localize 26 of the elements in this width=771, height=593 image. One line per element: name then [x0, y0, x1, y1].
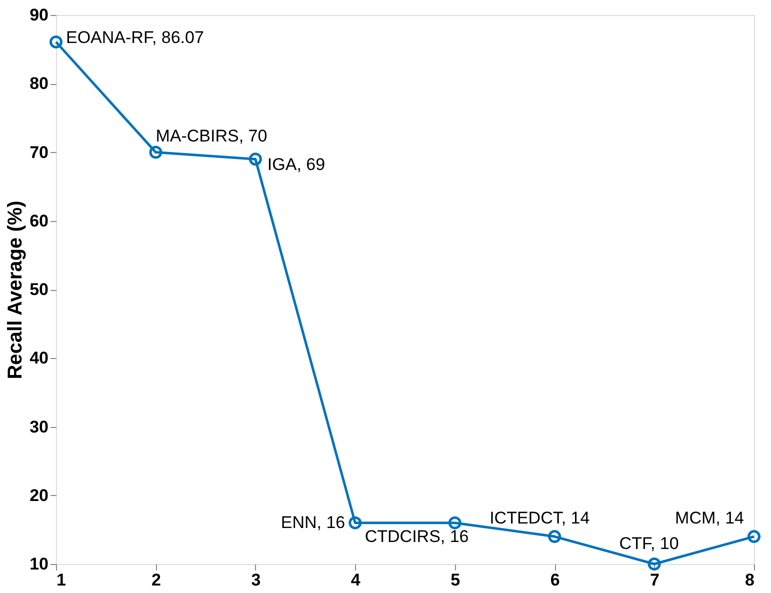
annotation: IGA, 69: [267, 155, 326, 174]
x-tick-label: 2: [151, 570, 161, 590]
annotation: ENN, 16: [280, 512, 346, 532]
annotation: CTDCIRS, 16: [364, 526, 469, 546]
y-tick-label: 60: [30, 211, 48, 230]
x-tick-label: 6: [550, 570, 560, 590]
y-tick-label: 90: [30, 6, 48, 24]
y-axis-title: Recall Average (%): [4, 200, 27, 380]
annotation: MCM, 14: [675, 508, 744, 528]
y-tick-label: 20: [30, 486, 48, 505]
y-tick-label: 10: [30, 554, 48, 574]
x-tick-label: 4: [350, 570, 361, 590]
y-tick-label: 70: [30, 142, 48, 162]
x-tick-label: 7: [650, 570, 660, 590]
annotation: ICTEDCT, 14: [490, 508, 590, 528]
y-tick-label: 30: [30, 417, 48, 436]
annotation: EOANA-RF, 86.07: [66, 28, 204, 47]
annotation: CTF, 10: [619, 534, 679, 553]
annotation: MA-CBIRS, 70: [156, 126, 268, 146]
y-tick-label: 40: [30, 348, 48, 368]
x-tick-label: 3: [251, 570, 261, 590]
y-tick-label: 80: [30, 74, 48, 94]
x-tick-label: 1: [56, 570, 66, 590]
y-tick-label: 50: [30, 280, 48, 299]
x-tick-label: 5: [450, 570, 460, 590]
x-tick-label: 8: [745, 570, 754, 590]
